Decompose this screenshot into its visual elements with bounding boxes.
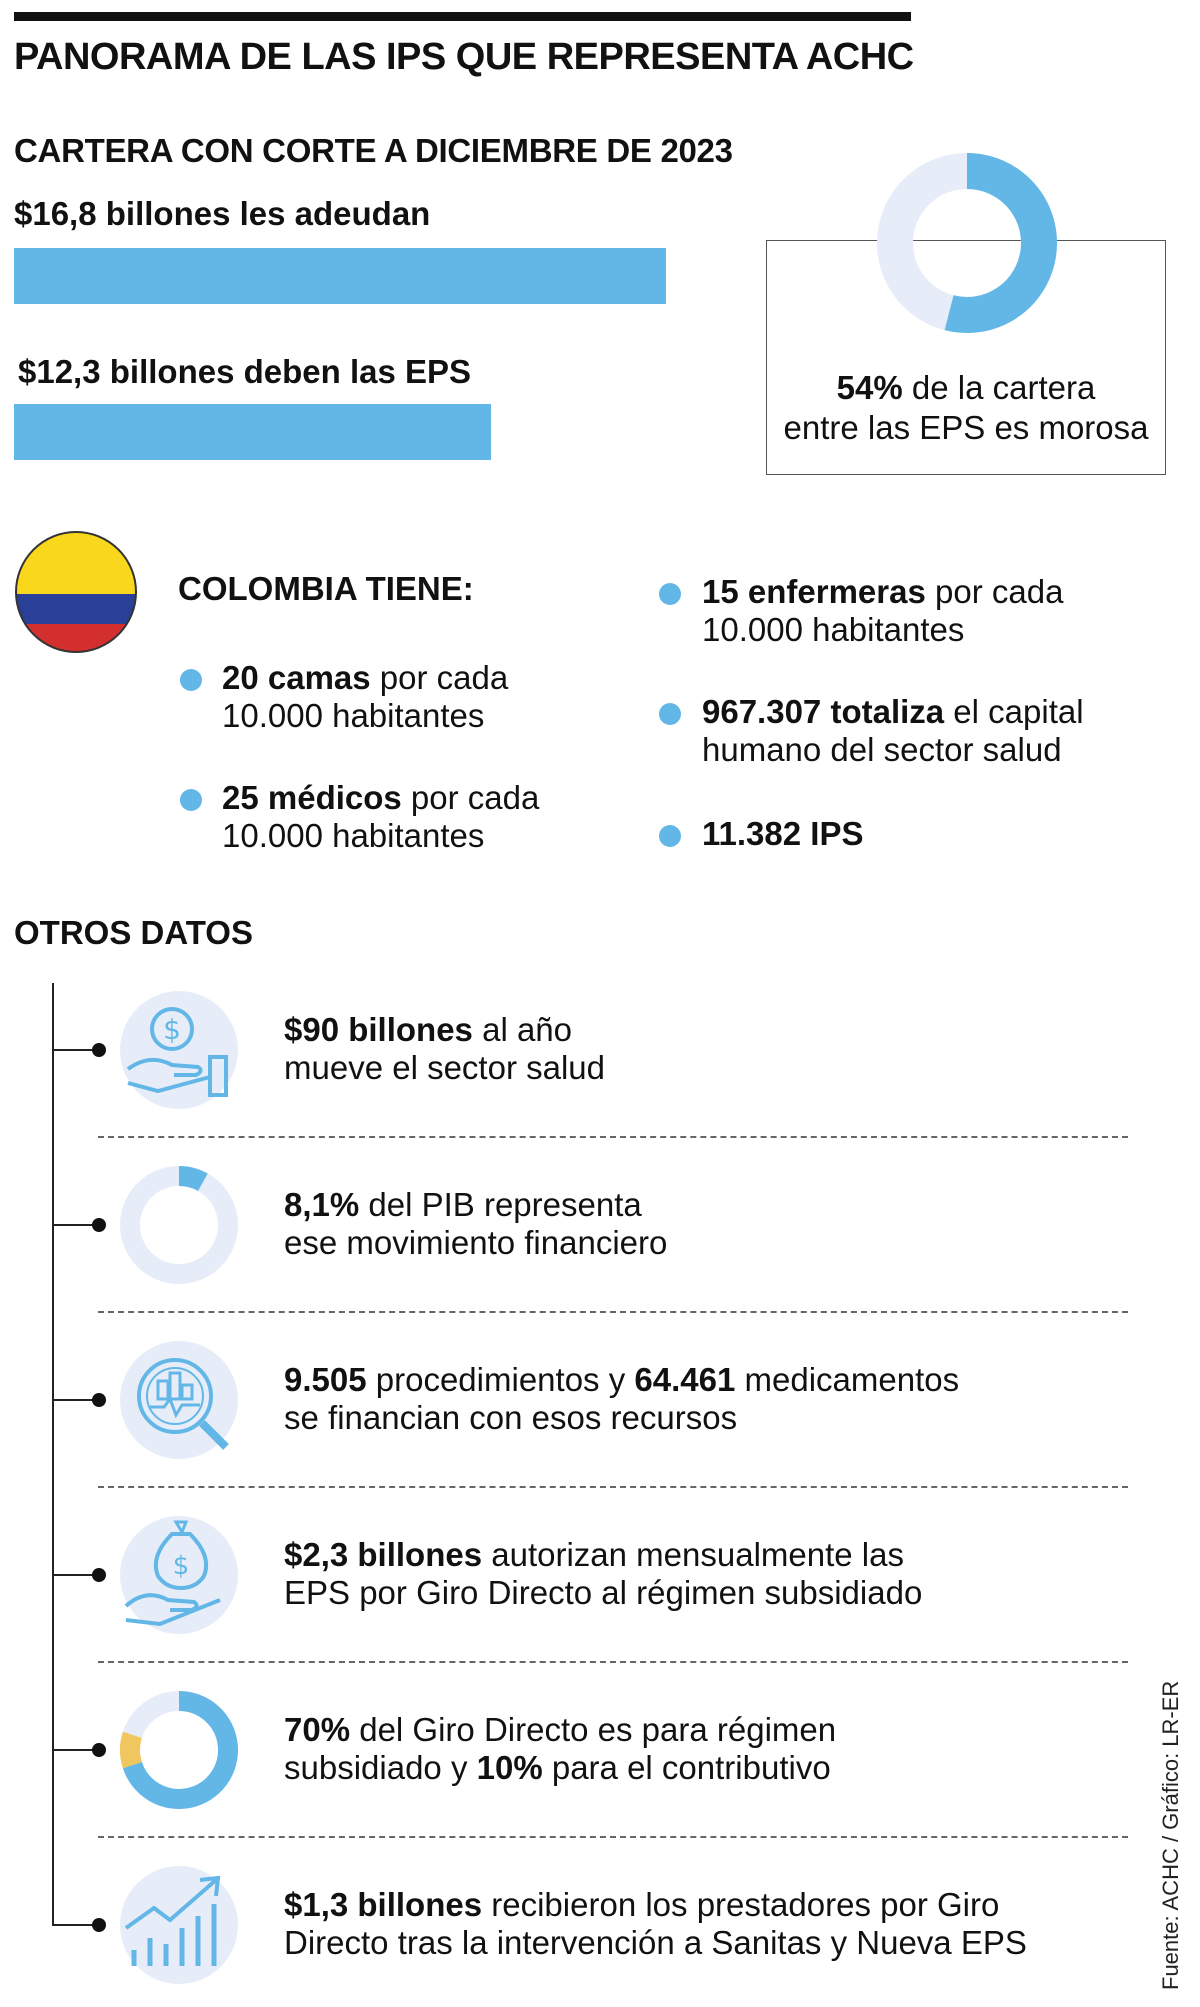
morosa-donut — [877, 153, 1057, 333]
divider — [98, 1836, 1128, 1838]
svg-text:$: $ — [173, 1551, 190, 1581]
timeline-branch — [52, 1749, 100, 1751]
stat-enfermeras: 15 enfermeras por cada 10.000 habitantes — [702, 573, 1064, 648]
divider — [98, 1136, 1128, 1138]
page-subtitle: CARTERA CON CORTE A DICIEMBRE DE 2023 — [14, 132, 733, 169]
growth-chart-icon — [120, 1866, 238, 1984]
timeline-branch — [52, 1399, 100, 1401]
otros-heading: OTROS DATOS — [14, 914, 253, 951]
money-hand-icon: $ — [120, 991, 238, 1109]
stat-capital-humano: 967.307 totaliza el capital humano del s… — [702, 693, 1084, 768]
bar-adeudan — [14, 248, 666, 304]
timeline-dot — [92, 1568, 106, 1582]
bar-deben-eps — [14, 404, 492, 460]
stat-medicos: 25 médicos por cada 10.000 habitantes — [222, 779, 540, 854]
bullet-dot — [659, 703, 681, 725]
timeline-dot — [92, 1743, 106, 1757]
timeline-branch — [52, 1924, 100, 1926]
timeline-branch — [52, 1049, 100, 1051]
divider — [98, 1661, 1128, 1663]
morosa-donut-slice — [944, 153, 1057, 333]
stat-ips: 11.382 IPS — [702, 815, 864, 852]
morosa-pct: 54% — [836, 369, 903, 406]
morosa-box — [766, 240, 1166, 475]
timeline-branch — [52, 1224, 100, 1226]
giro-subsidiado-slice — [122, 1691, 238, 1809]
donut-70-10-icon — [120, 1691, 238, 1809]
morosa-text: 54% de la cartera entre las EPS es moros… — [766, 368, 1166, 448]
bar-label-deben-eps: $12,3 billones deben las EPS — [18, 353, 472, 390]
colombia-heading: COLOMBIA TIENE: — [178, 570, 474, 607]
dato-1-3-billones: $1,3 billones recibieron los prestadores… — [284, 1886, 1027, 1961]
bullet-dot — [659, 583, 681, 605]
dato-giro-regimen: 70% del Giro Directo es para régimen sub… — [284, 1711, 837, 1786]
bullet-dot — [659, 825, 681, 847]
morosa-line2: entre las EPS es morosa — [783, 409, 1149, 446]
money-bag-hand-icon: $ — [120, 1516, 238, 1634]
dato-procedimientos: 9.505 procedimientos y 64.461 medicament… — [284, 1361, 960, 1436]
timeline-line — [52, 983, 54, 1926]
top-rule — [14, 12, 911, 21]
colombia-flag-icon — [15, 531, 137, 653]
bar-label-adeudan: $16,8 billones les adeudan — [14, 195, 431, 232]
pib-slice — [178, 1166, 208, 1192]
magnifier-chart-icon — [120, 1341, 238, 1459]
morosa-line1: de la cartera — [902, 369, 1096, 406]
dato-giro-directo-mensual: $2,3 billones autorizan mensualmente las… — [284, 1536, 923, 1611]
divider — [98, 1486, 1128, 1488]
dato-90-billones: $90 billones al año mueve el sector salu… — [284, 1011, 605, 1086]
svg-text:$: $ — [163, 1013, 181, 1046]
timeline-dot — [92, 1043, 106, 1057]
timeline-branch — [52, 1574, 100, 1576]
page-title: PANORAMA DE LAS IPS QUE REPRESENTA ACHC — [14, 36, 914, 78]
dato-pib: 8,1% del PIB representa ese movimiento f… — [284, 1186, 668, 1261]
bullet-dot — [180, 789, 202, 811]
divider — [98, 1311, 1128, 1313]
giro-contributivo-slice — [120, 1731, 143, 1769]
timeline-dot — [92, 1918, 106, 1932]
stat-camas: 20 camas por cada 10.000 habitantes — [222, 659, 509, 734]
bullet-dot — [180, 669, 202, 691]
donut-8-1-icon — [120, 1166, 238, 1284]
timeline-dot — [92, 1393, 106, 1407]
source-credit: Fuente: ACHC / Gráfico: LR-ER — [1158, 1680, 1183, 1990]
timeline-dot — [92, 1218, 106, 1232]
